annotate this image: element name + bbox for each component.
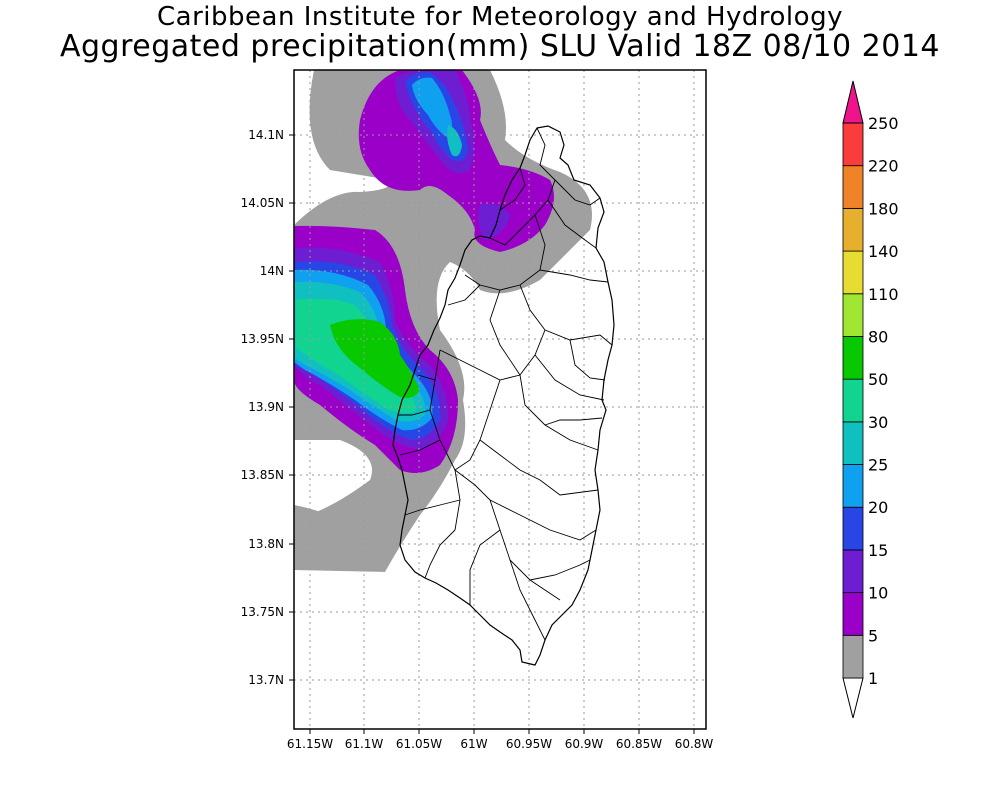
longitude-labels: 61.15W 61.1W 61.05W 61W 60.95W 60.9W 60.… (287, 737, 714, 751)
colorbar-swatch (842, 506, 864, 551)
lat-tick-label: 14N (260, 264, 284, 278)
colorbar-label: 5 (868, 626, 878, 645)
lat-tick-label: 14.1N (248, 128, 284, 142)
lon-tick-label: 61.1W (345, 737, 384, 751)
colorbar-label: 110 (868, 285, 899, 304)
colorbar-label: 250 (868, 114, 899, 133)
precip-contour-50mm (330, 319, 420, 398)
saint-lucia-island (392, 125, 615, 666)
colorbar-swatch (842, 464, 864, 508)
map-gridlines (294, 70, 706, 729)
lat-tick-label: 13.95N (241, 332, 284, 346)
lon-tick-label: 60.95W (506, 737, 552, 751)
colorbar-swatch (842, 592, 864, 636)
latitude-labels: 14.1N 14.05N 14N 13.95N 13.9N 13.85N 13.… (241, 128, 284, 687)
lat-tick-label: 13.9N (248, 400, 284, 414)
colorbar-swatch (842, 421, 864, 465)
precip-contour-20mm (412, 77, 453, 138)
lon-tick-label: 61.15W (287, 737, 333, 751)
colorbar-label: 15 (868, 541, 888, 560)
colorbar-label: 80 (868, 327, 888, 346)
colorbar-label: 10 (868, 584, 888, 603)
colorbar-swatch (842, 207, 864, 252)
lat-tick-label: 14.05N (241, 196, 284, 210)
precip-contour-1mm-sw (294, 505, 379, 571)
precip-contour-25mm (447, 125, 462, 157)
colorbar-min-triangle (842, 677, 864, 719)
quarter-boundaries (398, 127, 613, 641)
lon-tick-label: 60.8W (675, 737, 714, 751)
lat-tick-label: 13.7N (248, 673, 284, 687)
colorbar-label: 140 (868, 242, 899, 261)
map-frame (293, 69, 707, 730)
colorbar-label: 30 (868, 413, 888, 432)
lon-tick-label: 61W (460, 737, 487, 751)
axis-ticks (289, 134, 695, 734)
product-title: Aggregated precipitation(mm) SLU Valid 1… (59, 29, 941, 64)
colorbar-swatch (842, 122, 864, 167)
lon-tick-label: 60.9W (565, 737, 604, 751)
colorbar-label: 25 (868, 456, 888, 475)
lat-tick-label: 13.85N (241, 468, 284, 482)
lon-tick-label: 61.05W (396, 737, 442, 751)
colorbar-label: 220 (868, 157, 899, 176)
lat-tick-label: 13.8N (248, 537, 284, 551)
colorbar-max-triangle (842, 80, 864, 124)
colorbar-label: 20 (868, 498, 888, 517)
lat-tick-label: 13.75N (241, 605, 284, 619)
colorbar-swatch (842, 293, 864, 337)
institute-title: Caribbean Institute for Meteorology and … (157, 2, 843, 32)
precipitation-field (294, 70, 592, 572)
colorbar-swatch (842, 250, 864, 295)
colorbar-label: 180 (868, 199, 899, 218)
colorbar-swatch (842, 336, 864, 380)
colorbar-label: 1 (868, 669, 878, 688)
colorbar-swatch (842, 634, 864, 679)
lon-tick-label: 60.85W (616, 737, 662, 751)
colorbar-swatch (842, 378, 864, 423)
island-coastline (392, 125, 615, 666)
colorbar-swatch (842, 165, 864, 209)
colorbar-label: 50 (868, 370, 888, 389)
precip-contour-10mm-ne (478, 203, 510, 240)
colorbar-swatch (842, 549, 864, 594)
